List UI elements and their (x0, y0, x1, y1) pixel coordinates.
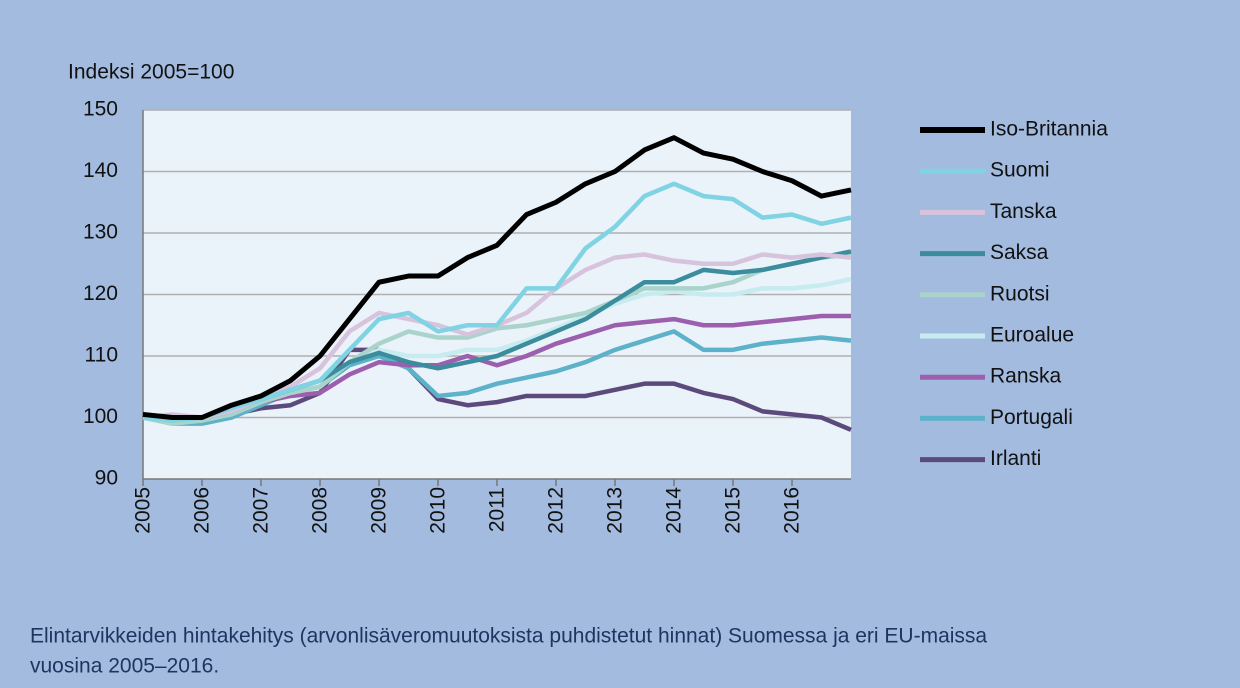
legend-label: Euroalue (990, 324, 1074, 347)
x-tick-label: 2007 (250, 487, 273, 534)
legend-label: Irlanti (990, 447, 1041, 470)
series-line (142, 347, 852, 432)
x-tick-label: 2006 (191, 487, 214, 534)
x-tick-label: 2013 (604, 487, 627, 534)
x-tick-label: 2014 (663, 487, 686, 534)
y-tick-label: 110 (85, 344, 118, 367)
legend-label: Saksa (990, 241, 1049, 264)
caption: Elintarvikkeiden hintakehitys (arvonlisä… (30, 625, 987, 648)
legend-label: Ranska (990, 365, 1062, 388)
legend-label: Portugali (990, 406, 1073, 429)
caption: vuosina 2005–2016. (30, 655, 219, 678)
x-tick-label: 2011 (486, 487, 509, 532)
legend-label: Tanska (990, 200, 1057, 223)
x-tick-label: 2015 (722, 487, 745, 534)
x-tick-label: 2012 (545, 487, 568, 534)
series-line (142, 329, 852, 426)
x-tick-label: 2008 (309, 487, 332, 534)
x-tick-label: 2005 (132, 487, 155, 534)
y-tick-label: 150 (83, 98, 118, 121)
y-tick-label: 130 (83, 221, 118, 244)
x-tick-label: 2010 (427, 487, 450, 534)
legend-label: Iso-Britannia (990, 118, 1108, 141)
series-line (142, 181, 852, 423)
y-tick-label: 120 (83, 282, 118, 305)
series-line (142, 252, 852, 426)
legend-label: Suomi (990, 159, 1050, 182)
x-tick-label: 2009 (368, 487, 391, 534)
legend-label: Ruotsi (990, 282, 1050, 305)
y-axis-label: Indeksi 2005=100 (68, 61, 234, 84)
y-tick-label: 100 (83, 405, 118, 428)
x-tick-label: 2016 (781, 487, 804, 534)
y-tick-label: 90 (95, 467, 118, 490)
y-tick-label: 140 (83, 159, 118, 182)
series-line (142, 135, 852, 420)
